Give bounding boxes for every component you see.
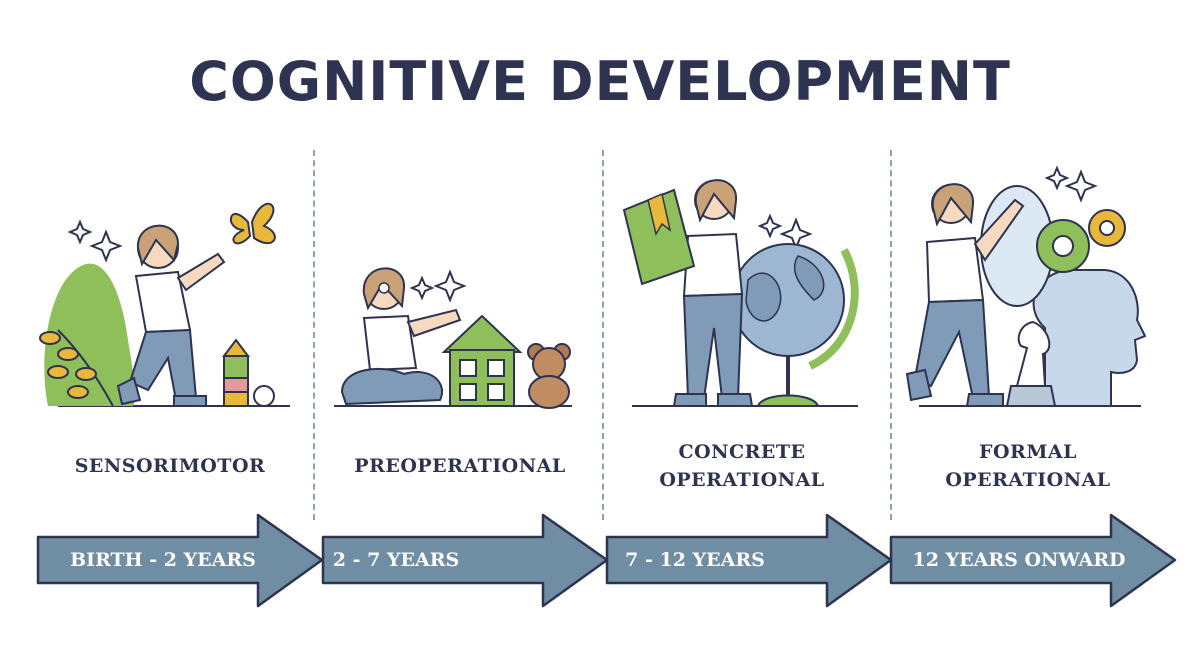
age-arrow-sensorimotor: BIRTH - 2 YEARS: [36, 513, 326, 608]
age-arrow-formal-operational: 12 YEARS ONWARD: [889, 513, 1179, 608]
age-range-text: 12 YEARS ONWARD: [912, 549, 1126, 571]
sensorimotor-illustration: [39, 202, 290, 407]
age-arrow-preoperational: 2 - 7 YEARS: [321, 513, 611, 608]
stage-label-line: OPERATIONAL: [945, 469, 1111, 491]
stage-label-line: CONCRETE: [678, 441, 806, 463]
stage-label-line: OPERATIONAL: [659, 469, 825, 491]
stage-label-sensorimotor: SENSORIMOTOR: [40, 452, 300, 480]
stage-divider: [890, 150, 892, 520]
stage-label-line: PREOPERATIONAL: [354, 455, 566, 477]
stage-label-line: SENSORIMOTOR: [74, 455, 266, 477]
arrow-shape-icon: [889, 513, 1177, 608]
stage-label-formal-operational: FORMAL OPERATIONAL: [898, 438, 1158, 494]
preoperational-illustration: [334, 267, 572, 409]
page-title: COGNITIVE DEVELOPMENT: [189, 50, 1011, 113]
age-range-text: 7 - 12 YEARS: [625, 549, 765, 571]
concrete-operational-illustration: [622, 179, 859, 407]
formal-operational-illustration: [905, 165, 1147, 407]
age-range-text: BIRTH - 2 YEARS: [70, 549, 256, 571]
stage-label-concrete-operational: CONCRETE OPERATIONAL: [612, 438, 872, 494]
age-arrow-concrete-operational: 7 - 12 YEARS: [605, 513, 895, 608]
arrow-shape-icon: [321, 513, 609, 608]
arrow-shape-icon: [36, 513, 324, 608]
stage-label-preoperational: PREOPERATIONAL: [330, 452, 590, 480]
age-range-text: 2 - 7 YEARS: [332, 549, 460, 571]
arrow-shape-icon: [605, 513, 893, 608]
stage-label-line: FORMAL: [979, 441, 1077, 463]
stage-divider: [313, 150, 315, 520]
stage-divider: [602, 150, 604, 520]
